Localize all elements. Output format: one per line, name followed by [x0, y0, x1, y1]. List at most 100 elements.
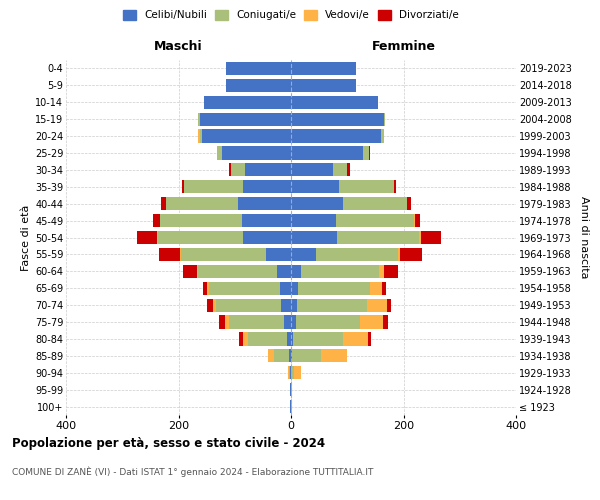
- Bar: [248, 332, 287, 345]
- Bar: [229, 316, 284, 328]
- Bar: [398, 248, 400, 261]
- Bar: [295, 366, 301, 380]
- Bar: [336, 214, 413, 227]
- Bar: [289, 349, 291, 362]
- Bar: [242, 332, 248, 345]
- Bar: [415, 214, 421, 227]
- Bar: [291, 316, 296, 328]
- Bar: [291, 214, 336, 227]
- Bar: [291, 146, 363, 160]
- Bar: [241, 214, 291, 227]
- Bar: [419, 231, 421, 244]
- Bar: [421, 231, 440, 244]
- Bar: [200, 112, 291, 126]
- Bar: [223, 146, 291, 160]
- Bar: [137, 231, 157, 244]
- Bar: [197, 130, 200, 142]
- Text: Maschi: Maschi: [154, 40, 203, 53]
- Bar: [291, 248, 316, 261]
- Text: COMUNE DI ZANÈ (VI) - Dati ISTAT 1° gennaio 2024 - Elaborazione TUTTITALIA.IT: COMUNE DI ZANÈ (VI) - Dati ISTAT 1° genn…: [12, 466, 373, 477]
- Bar: [183, 264, 197, 278]
- Bar: [197, 112, 200, 126]
- Bar: [229, 164, 231, 176]
- Bar: [226, 79, 291, 92]
- Bar: [385, 264, 398, 278]
- Bar: [224, 316, 229, 328]
- Text: Popolazione per età, sesso e stato civile - 2024: Popolazione per età, sesso e stato civil…: [12, 438, 325, 450]
- Bar: [182, 180, 184, 194]
- Bar: [296, 316, 360, 328]
- Bar: [360, 316, 383, 328]
- Bar: [268, 349, 274, 362]
- Bar: [400, 248, 421, 261]
- Bar: [291, 112, 384, 126]
- Bar: [289, 366, 290, 380]
- Bar: [382, 282, 386, 295]
- Bar: [291, 349, 292, 362]
- Bar: [291, 231, 337, 244]
- Bar: [291, 130, 381, 142]
- Bar: [216, 298, 281, 312]
- Bar: [197, 264, 198, 278]
- Bar: [277, 264, 291, 278]
- Bar: [266, 248, 291, 261]
- Bar: [291, 62, 356, 75]
- Bar: [291, 264, 301, 278]
- Bar: [291, 332, 293, 345]
- Bar: [291, 282, 298, 295]
- Bar: [296, 298, 367, 312]
- Bar: [291, 197, 343, 210]
- Bar: [368, 332, 371, 345]
- Bar: [243, 231, 291, 244]
- Bar: [339, 180, 394, 194]
- Bar: [291, 366, 295, 380]
- Bar: [287, 366, 289, 380]
- Text: Femmine: Femmine: [371, 40, 436, 53]
- Bar: [407, 197, 411, 210]
- Bar: [384, 112, 385, 126]
- Bar: [226, 62, 291, 75]
- Bar: [347, 164, 349, 176]
- Bar: [298, 282, 370, 295]
- Bar: [280, 282, 291, 295]
- Bar: [157, 231, 158, 244]
- Bar: [383, 316, 388, 328]
- Bar: [161, 197, 166, 210]
- Bar: [301, 264, 379, 278]
- Bar: [245, 164, 291, 176]
- Bar: [291, 298, 296, 312]
- Bar: [343, 332, 368, 345]
- Bar: [200, 130, 202, 142]
- Bar: [386, 298, 391, 312]
- Bar: [202, 130, 291, 142]
- Bar: [367, 298, 386, 312]
- Bar: [293, 332, 343, 345]
- Bar: [180, 248, 181, 261]
- Bar: [333, 164, 347, 176]
- Bar: [203, 282, 207, 295]
- Bar: [207, 298, 213, 312]
- Bar: [217, 146, 223, 160]
- Bar: [413, 214, 415, 227]
- Bar: [181, 248, 266, 261]
- Bar: [381, 130, 385, 142]
- Bar: [292, 349, 322, 362]
- Bar: [291, 96, 378, 109]
- Bar: [281, 298, 291, 312]
- Bar: [291, 164, 333, 176]
- Bar: [284, 316, 291, 328]
- Bar: [343, 197, 407, 210]
- Bar: [239, 332, 242, 345]
- Y-axis label: Fasce di età: Fasce di età: [20, 204, 31, 270]
- Bar: [238, 197, 291, 210]
- Bar: [153, 214, 160, 227]
- Bar: [204, 96, 291, 109]
- Bar: [379, 264, 385, 278]
- Bar: [198, 264, 277, 278]
- Bar: [316, 248, 398, 261]
- Legend: Celibi/Nubili, Coniugati/e, Vedovi/e, Divorziati/e: Celibi/Nubili, Coniugati/e, Vedovi/e, Di…: [123, 10, 459, 20]
- Y-axis label: Anni di nascita: Anni di nascita: [578, 196, 589, 279]
- Bar: [363, 146, 368, 160]
- Bar: [184, 180, 243, 194]
- Bar: [368, 146, 370, 160]
